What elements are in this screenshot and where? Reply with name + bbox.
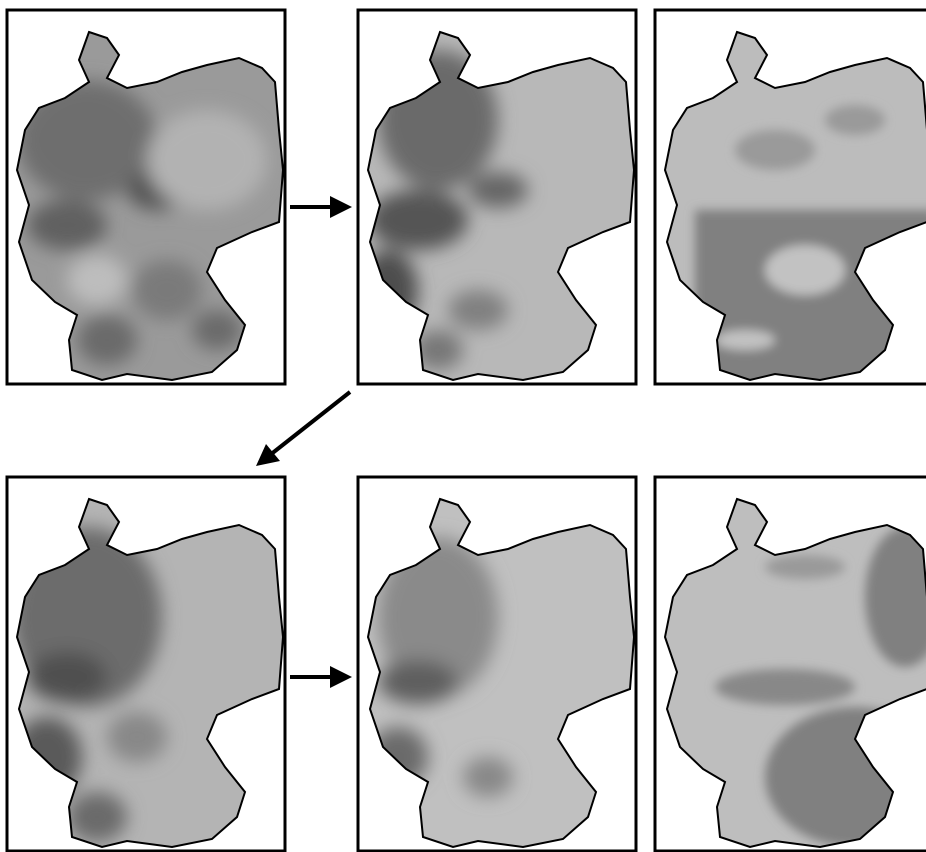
panel (655, 10, 926, 390)
page: Maps {} html, body { margin: 0; padding:… (0, 0, 926, 852)
panel (7, 477, 285, 851)
panel (358, 477, 636, 851)
panel-content (7, 477, 285, 851)
arrow-head (330, 666, 352, 688)
figure (0, 0, 926, 852)
panel (358, 10, 636, 384)
panel-content (655, 10, 926, 390)
arrow-head (330, 196, 352, 218)
arrow-line (270, 392, 350, 455)
panel (7, 10, 285, 384)
panel-content (655, 477, 926, 851)
panel (655, 477, 926, 851)
arrow-head (256, 444, 280, 466)
panel-content (7, 10, 285, 384)
panel-content (358, 477, 636, 851)
panel-content (358, 10, 636, 384)
body (0, 0, 926, 852)
